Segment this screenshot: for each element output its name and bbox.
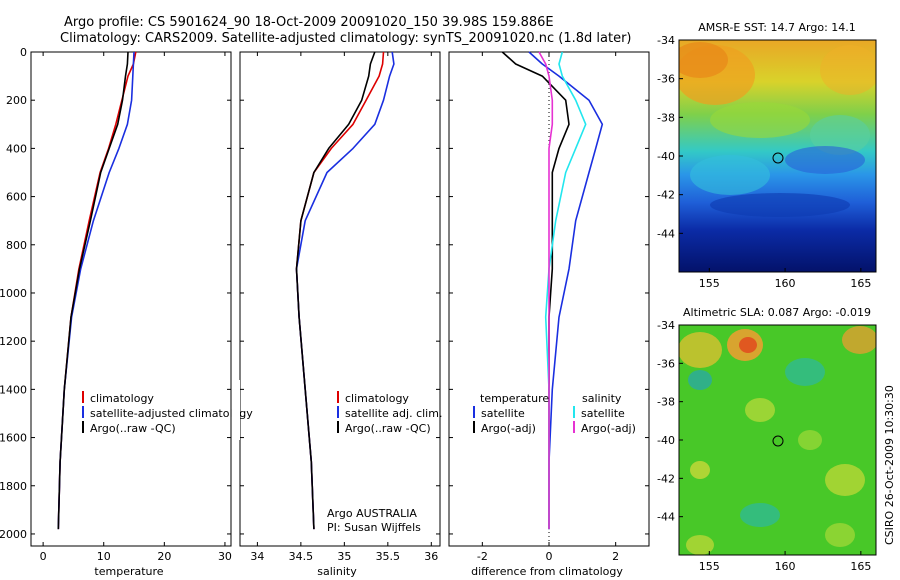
series-line-argo-raw-qc-: [57, 51, 129, 530]
xtick-label: 36: [424, 550, 438, 563]
map-ytick-label: -44: [657, 227, 675, 240]
map-ytick-label: -36: [657, 73, 675, 86]
xtick-label: 2: [612, 550, 619, 563]
map-ytick-label: -40: [657, 150, 675, 163]
depth-tick-label: 1000: [0, 287, 27, 300]
map-xtick-label: 155: [699, 277, 720, 290]
map-xtick-label: 165: [850, 277, 871, 290]
depth-tick-label: 1600: [0, 432, 27, 445]
legend-temp-argo: Argo(-adj): [481, 422, 536, 435]
series-line-climatology: [295, 51, 385, 530]
xtick-label: 34: [250, 550, 264, 563]
temperature-series: [57, 51, 137, 530]
salinity-axes: [239, 51, 441, 547]
depth-tick-label: 400: [6, 142, 27, 155]
series-line-argo-raw-qc-: [295, 51, 376, 530]
xtick-label: 20: [157, 550, 171, 563]
xtick-label: 10: [97, 550, 111, 563]
map-ytick-label: -36: [657, 357, 675, 370]
legend-sal-argo: Argo(-adj): [581, 422, 636, 435]
depth-tick-label: 600: [6, 191, 27, 204]
salinity-legend: climatology satellite adj. clim. Argo(..…: [337, 391, 442, 435]
xtick-label: -2: [477, 550, 488, 563]
legend-salinity-heading: salinity: [582, 392, 622, 405]
depth-tick-label: 0: [20, 46, 27, 59]
xtick-label: 0: [546, 550, 553, 563]
sst-map-title: AMSR-E SST: 14.7 Argo: 14.1: [698, 21, 856, 34]
sla-map-title: Altimetric SLA: 0.087 Argo: -0.019: [683, 306, 871, 319]
temperature-xticks: 0 10 20 30: [40, 52, 232, 563]
depth-axis: 0 200 400 600 800 1000 1200 1400 1600 1800 2000: [0, 46, 649, 541]
difference-xlabel: difference from climatology: [471, 565, 623, 578]
xtick-label: 0: [40, 550, 47, 563]
depth-tick-label: 800: [6, 239, 27, 252]
legend-argo: Argo(..raw -QC): [345, 422, 431, 435]
temperature-xlabel: temperature: [94, 565, 163, 578]
xtick-label: 35: [337, 550, 351, 563]
difference-series: [501, 51, 604, 530]
difference-xticks: -2 0 2: [477, 52, 619, 563]
depth-tick-label: 200: [6, 94, 27, 107]
map-ytick-label: -44: [657, 511, 675, 524]
sla-heatmap: [679, 325, 876, 555]
legend-argo: Argo(..raw -QC): [90, 422, 176, 435]
depth-tick-label: 1800: [0, 480, 27, 493]
map-xtick-label: 165: [850, 560, 871, 573]
temperature-axes: [30, 51, 232, 547]
temperature-legend: climatology satellite-adjusted climatolo…: [82, 391, 253, 435]
map-xtick-label: 160: [775, 560, 796, 573]
header-line-2: Climatology: CARS2009. Satellite-adjuste…: [60, 31, 632, 46]
salinity-xlabel: salinity: [317, 565, 357, 578]
depth-tick-label: 1400: [0, 383, 27, 396]
map-ytick-label: -42: [657, 189, 675, 202]
sla-map-ticks: 155 160 165 -44 -42 -40 -38 -36 -34: [657, 319, 871, 573]
legend-satellite-adjusted: satellite-adjusted climatology: [90, 407, 253, 420]
argo-australia-note: Argo AUSTRALIA: [327, 507, 417, 520]
depth-tick-label: 2000: [0, 528, 27, 541]
series-line-temperature-argo-adj-: [501, 51, 570, 530]
map-ytick-label: -42: [657, 472, 675, 485]
map-ytick-label: -40: [657, 434, 675, 447]
salinity-series: [295, 51, 395, 530]
legend-temperature-heading: temperature: [480, 392, 549, 405]
map-xtick-label: 160: [775, 277, 796, 290]
header-line-1: Argo profile: CS 5901624_90 18-Oct-2009 …: [64, 15, 554, 30]
legend-temp-satellite: satellite: [481, 407, 525, 420]
series-line-salinity-argo-adj-: [538, 51, 554, 530]
credit-stamp: CSIRO 26-Oct-2009 10:30:30: [883, 385, 896, 545]
map-ytick-label: -38: [657, 396, 675, 409]
map-ytick-label: -34: [657, 34, 675, 47]
legend-satellite-adj: satellite adj. clim.: [345, 407, 442, 420]
series-line-satellite-adjusted-climatology: [57, 51, 135, 530]
sst-heatmap: [679, 40, 876, 272]
difference-legend: temperature satellite Argo(-adj) salinit…: [473, 392, 636, 435]
xtick-label: 30: [218, 550, 232, 563]
argo-position-marker: [772, 152, 784, 164]
legend-climatology: climatology: [345, 392, 409, 405]
map-xtick-label: 155: [699, 560, 720, 573]
xtick-label: 35.5: [376, 550, 401, 563]
xtick-label: 34.5: [289, 550, 314, 563]
pi-note: PI: Susan Wijffels: [327, 521, 421, 534]
legend-sal-satellite: satellite: [581, 407, 625, 420]
map-ytick-label: -38: [657, 111, 675, 124]
depth-tick-label: 1200: [0, 335, 27, 348]
legend-climatology: climatology: [90, 392, 154, 405]
sst-map-ticks: 155 160 165 -44 -42 -40 -38 -36 -34: [657, 34, 871, 290]
map-ytick-label: -34: [657, 319, 675, 332]
salinity-xticks: 34 34.5 35 35.5 36: [250, 52, 438, 563]
series-line-climatology: [57, 51, 137, 530]
series-line-temperature-satellite: [528, 51, 604, 530]
argo-position-marker: [772, 435, 784, 447]
